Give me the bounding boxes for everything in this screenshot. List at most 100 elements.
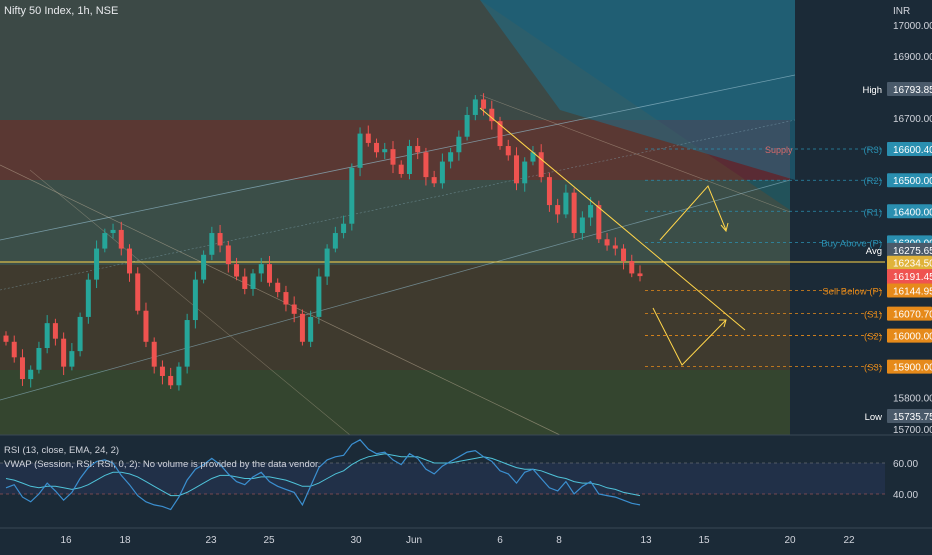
candle-body	[472, 99, 478, 115]
candle-body	[176, 366, 182, 386]
candle-body	[94, 248, 100, 280]
price-tag-value: 16191.45	[893, 272, 932, 283]
candle-body	[159, 366, 165, 376]
candle-body	[341, 223, 347, 234]
x-tick-label: 30	[350, 535, 362, 546]
candle-body	[637, 273, 643, 277]
candle-body	[102, 233, 108, 249]
candle-body	[406, 146, 412, 174]
candle-body	[415, 146, 421, 153]
candle-body	[266, 264, 272, 283]
candle-body	[481, 99, 487, 109]
candle-body	[118, 229, 124, 249]
candle-body	[365, 133, 371, 143]
trend-line	[479, 107, 746, 331]
arrow-head-1	[720, 222, 729, 233]
rsi-label: RSI (13, close, EMA, 24, 2)	[4, 445, 119, 456]
vwap-note: VWAP (Session, RSI: RSI, 0, 2): No volum…	[4, 459, 320, 470]
rsi-line	[5, 439, 641, 511]
price-tag-value: 16400.00	[893, 207, 932, 218]
price-tag-label: (S3)	[864, 363, 882, 374]
price-tag-box	[887, 82, 932, 96]
x-tick-label: 13	[640, 535, 652, 546]
price-tag-label: (R1)	[864, 207, 882, 218]
price-tag-label: Buy Above (P)	[821, 238, 882, 249]
price-tag-label: (S2)	[864, 332, 882, 343]
candle-body	[258, 264, 264, 274]
x-axis-ticks[interactable]: 16 18 23 25 30 Jun 6 8 13 15 20 22	[60, 535, 855, 546]
candle-body	[36, 348, 42, 370]
candle-body	[110, 229, 116, 234]
price-tag-label: Sell Below (P)	[822, 287, 882, 298]
channel-mid	[0, 119, 796, 291]
candle-body	[69, 351, 75, 367]
candle-body	[439, 161, 445, 184]
candle-body	[85, 279, 91, 317]
candle-body	[250, 273, 256, 289]
candle-body	[571, 192, 577, 234]
supply-label: Supply	[765, 145, 793, 155]
zone-brown	[0, 265, 790, 370]
price-tag-box	[887, 269, 932, 284]
candle-body	[604, 239, 610, 246]
candle-body	[275, 282, 281, 293]
x-tick-label: 25	[263, 535, 275, 546]
candle-body	[324, 248, 330, 277]
fan-line-2	[29, 169, 351, 436]
level-lines	[645, 148, 885, 368]
x-tick-label: Jun	[406, 535, 422, 546]
zone-overlay-blue	[480, 0, 795, 180]
candle-body	[308, 316, 314, 342]
price-tag-value: 16500.00	[893, 176, 932, 187]
candle-body	[61, 338, 67, 367]
price-tag-box	[887, 359, 932, 374]
candle-body	[184, 320, 190, 367]
candle-body	[629, 261, 635, 274]
price-tag-box	[887, 409, 932, 423]
candle-body	[423, 152, 429, 178]
candle-body	[217, 233, 223, 246]
candle-body	[3, 335, 9, 342]
x-tick-label: 15	[698, 535, 710, 546]
projection-down	[652, 307, 727, 366]
candle-body	[563, 192, 569, 215]
price-tag-value: 16144.95	[893, 287, 932, 298]
currency-label: INR	[893, 6, 910, 17]
x-tick-label: 16	[60, 535, 72, 546]
price-tag-label: Avg	[866, 246, 882, 257]
arrow-head-2	[719, 319, 727, 328]
candle-body	[283, 292, 289, 305]
candle-body	[44, 323, 50, 348]
candle-body	[382, 149, 388, 153]
candle-body	[291, 304, 297, 314]
price-tag-box	[887, 242, 932, 257]
candle-body	[135, 273, 141, 311]
price-tag-label: High	[862, 85, 882, 96]
rsi-average-line	[5, 453, 641, 497]
candle-body	[596, 205, 602, 240]
candle-body	[579, 217, 585, 234]
price-tags: 16793.85 High 16600.40 (R3) 16500.00 (R2) 1640…	[821, 82, 932, 423]
price-tag-box	[887, 306, 932, 321]
candle-body	[168, 375, 174, 386]
candle-body	[151, 341, 157, 367]
x-tick-label: 23	[205, 535, 217, 546]
channel-upper	[0, 74, 796, 241]
y-tick-label: 16900.00	[893, 52, 932, 63]
candle-body	[374, 142, 380, 153]
candle-body	[621, 248, 627, 261]
x-tick-label: 18	[119, 535, 131, 546]
x-tick-label: 8	[556, 535, 562, 546]
y-tick-label: 15700.00	[893, 425, 932, 436]
price-tag-box	[887, 204, 932, 219]
zone-green	[0, 370, 790, 435]
candle-body	[234, 264, 240, 277]
price-tag-label: Low	[865, 412, 883, 423]
candle-body	[489, 108, 495, 122]
price-tag-value: 16275.65	[893, 246, 932, 257]
channel-lower	[0, 179, 791, 401]
candle-body	[192, 279, 198, 321]
rsi-tick-60: 60.00	[893, 459, 918, 470]
price-tag-box	[887, 173, 932, 188]
